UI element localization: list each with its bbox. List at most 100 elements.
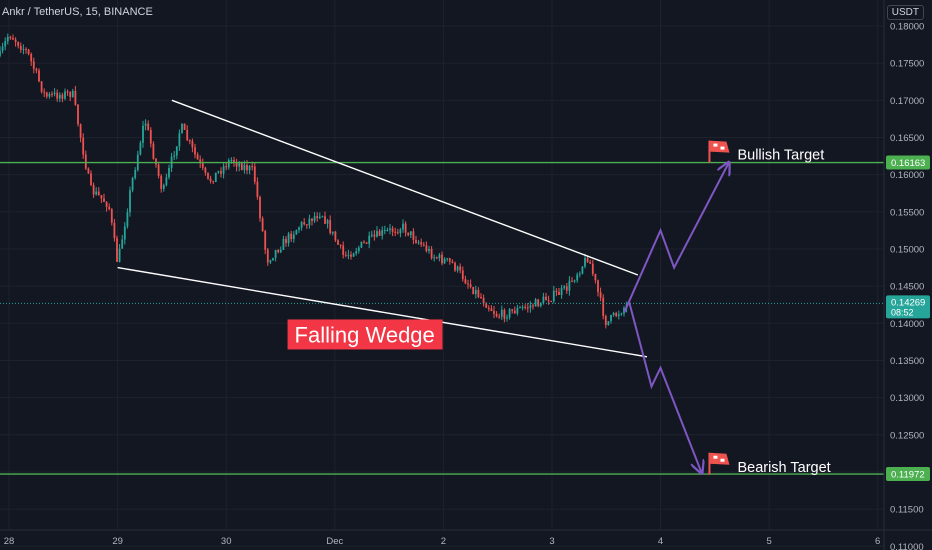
candle-body [121,239,124,249]
candle-body [27,49,30,54]
candle-body [391,228,394,232]
candle-body [360,241,363,248]
candle-body [389,228,391,230]
wedge-upper-line[interactable] [171,99,639,276]
candle-body [113,222,116,239]
x-tick-label: 5 [766,536,771,547]
y-tick-label: 0.11000 [890,542,924,550]
candle-body [545,296,547,301]
candle-body [71,90,74,97]
candle-body [428,248,430,252]
candle-body [84,154,87,169]
candle-body [370,234,373,236]
candle-body [35,68,38,71]
candle-body [173,155,176,157]
wedge-lower-line[interactable] [117,266,648,358]
candle-body [591,263,594,275]
candle-body [373,234,376,237]
target-annotation-label: Bearish Target [737,460,830,476]
candle-body [342,245,345,255]
candle-body [9,36,12,39]
candle-body [253,166,256,182]
y-tick-label: 0.13000 [890,393,924,404]
candle-body [191,140,194,148]
y-tick-label: 0.16500 [890,133,924,144]
candle-body [368,235,371,244]
candle-body [292,234,295,240]
candle-body [474,290,477,295]
candle-body [142,125,144,143]
candle-body [331,231,334,234]
candle-body [607,321,610,326]
candle-body [311,218,313,221]
candle-body [108,206,111,210]
candle-body [443,259,446,264]
projection-path[interactable] [627,300,701,472]
candle-body [123,226,126,240]
candle-body [422,244,425,246]
candle-body [547,300,550,302]
currency-button[interactable]: USDT [886,5,924,20]
candle-body [56,92,59,99]
candle-body [480,297,482,299]
time-axis[interactable]: 28 29 30 Dec 2 3 4 5 6 [0,529,932,547]
x-tick-label: 3 [549,536,554,547]
candle-body [199,159,202,164]
candle-body [77,104,79,125]
candle-body [165,177,168,186]
candle-body [503,309,506,319]
candle-body [357,247,360,252]
candle-body [386,229,389,231]
last-price-tag [886,295,930,319]
candle-body [204,167,207,173]
symbol-title: Ankr / TetherUS, 15, BINANCE [2,6,153,18]
candle-body [64,91,66,99]
candle-body [446,258,449,260]
candle-body [524,306,527,308]
candle-body [25,48,27,50]
projection-path[interactable] [623,164,728,313]
candle-body [516,307,519,314]
candle-body [261,218,264,232]
projection-paths [623,164,728,473]
candle-body [558,291,560,296]
candle-body [303,222,306,225]
y-tick-label: 0.15500 [890,207,924,218]
candle-body [454,262,456,271]
candle-body [269,260,272,263]
candle-body [272,257,274,261]
candle-body [363,241,365,243]
candle-body [196,154,199,160]
flag-icon [709,452,730,465]
candle-body [407,232,410,236]
candle-body [175,146,178,156]
candle-body [238,163,241,167]
candle-body [318,216,321,219]
candle-body [48,93,51,97]
candle-body [337,240,339,245]
candle-body [12,38,14,40]
candle-body [339,244,342,246]
candle-body [300,222,303,228]
candle-body [347,254,350,256]
candle-body [539,303,542,307]
y-tick-label: 0.12500 [890,430,924,441]
candle-body [181,123,183,134]
target-level-tag [886,467,930,482]
candle-body [82,137,85,155]
candle-body [438,254,441,259]
candle-body [490,308,493,311]
candle-body [313,216,316,221]
candle-body [201,163,204,168]
candle-body [620,313,623,315]
price-axis[interactable]: 0.18000 0.17500 0.17000 0.16500 0.16000 0.155… [883,0,930,550]
candle-body [506,317,508,319]
candle-body [529,305,532,308]
x-tick-label: 30 [221,536,232,547]
candle-body [485,303,488,308]
candle-body [220,171,222,174]
y-tick-label: 0.14500 [890,282,924,293]
candle-body [415,239,417,243]
candle-body [487,307,490,309]
